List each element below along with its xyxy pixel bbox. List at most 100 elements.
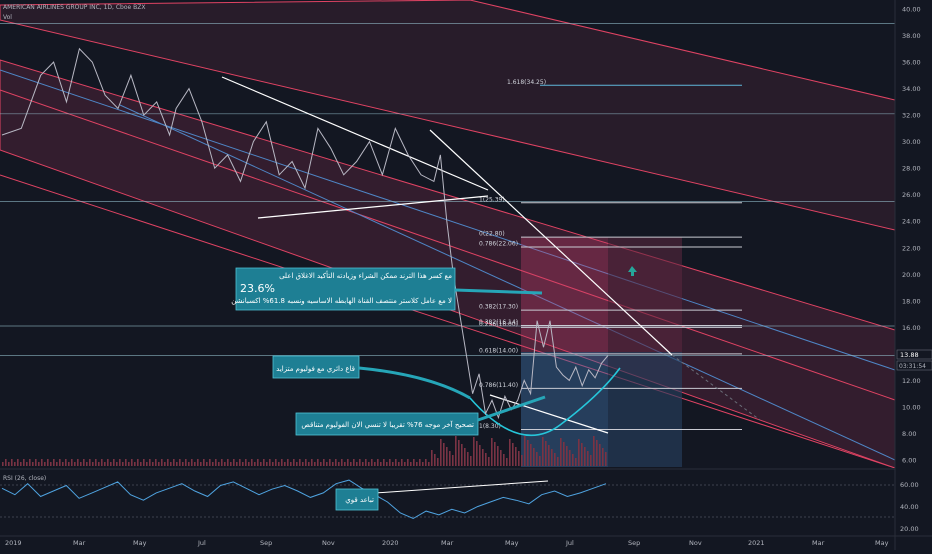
time-tick: May: [133, 539, 147, 547]
volume-bar: [5, 459, 7, 466]
volume-bar: [230, 462, 232, 466]
volume-bar: [299, 459, 301, 466]
price-pane[interactable]: [0, 0, 895, 468]
volume-bar: [173, 459, 175, 466]
volume-bar: [377, 459, 379, 466]
volume-bar: [338, 462, 340, 466]
volume-bar: [71, 459, 73, 466]
support-line[interactable]: [489, 394, 609, 434]
rounding-bottom-arc[interactable]: [469, 367, 621, 437]
annotation-rounding[interactable]: قاع دائري مع فوليوم متزايد: [272, 355, 471, 400]
volume-bar: [509, 439, 511, 466]
volume-bar: [182, 462, 184, 466]
volume-bar: [164, 462, 166, 466]
volume-bar: [491, 438, 493, 466]
volume-bar: [542, 437, 544, 466]
fib-label: 0.236(16.00): [479, 321, 518, 328]
time-tick: Mar: [441, 539, 454, 547]
volume-bar: [530, 444, 532, 466]
annotation-rsi[interactable]: تباعد قوي: [335, 488, 379, 511]
volume-bar: [593, 436, 595, 466]
volume-bar: [122, 462, 124, 466]
volume-bar: [434, 454, 436, 466]
channel-mid-red: [0, 89, 895, 401]
volume-bar: [86, 462, 88, 466]
volume-bar: [497, 446, 499, 466]
volume-bar: [380, 462, 382, 466]
volume-bar: [518, 451, 520, 466]
volume-bar: [56, 462, 58, 466]
price-tick: 36.00: [902, 59, 921, 67]
volume-bar: [32, 462, 34, 466]
volume-bar: [356, 462, 358, 466]
horizontal-levels: [0, 23, 895, 356]
time-tick: Sep: [260, 539, 272, 547]
price-tick: 18.00: [902, 297, 921, 305]
fib-label: 0(22.80): [479, 231, 505, 238]
rsi-pane[interactable]: [0, 470, 895, 536]
volume-bar: [83, 459, 85, 466]
volume-bar: [44, 462, 46, 466]
target-arrow-icon: [628, 266, 637, 276]
volume-bar: [602, 448, 604, 466]
time-tick: 2020: [382, 539, 399, 547]
volume-bar: [131, 459, 133, 466]
volume-bar: [452, 455, 454, 466]
volume-bar: [458, 440, 460, 466]
volume-bar: [383, 459, 385, 466]
triangle-bottom-line[interactable]: [257, 195, 489, 219]
volume-bar: [308, 462, 310, 466]
volume-bar: [242, 462, 244, 466]
volume-bar: [119, 459, 121, 466]
volume-bar: [482, 449, 484, 466]
triangle-top-line[interactable]: [221, 76, 489, 191]
volume-bar: [302, 462, 304, 466]
volume-bar: [95, 459, 97, 466]
volume-bar: [257, 459, 259, 466]
volume-bar: [533, 448, 535, 466]
volume-bar: [134, 462, 136, 466]
annotation-breakout-line3: لا مع عامل كلاستر منتصف القناة الهابطه ا…: [231, 297, 452, 305]
price-tick: 22.00: [902, 244, 921, 252]
price-tick: 28.00: [902, 165, 921, 173]
volume-bar: [245, 459, 247, 466]
volume-bar: [605, 452, 607, 466]
volume-bar: [506, 458, 508, 466]
price-series: [1, 47, 609, 420]
volume-bar: [485, 453, 487, 466]
volume-bar: [398, 462, 400, 466]
volume-bar: [557, 457, 559, 466]
volume-bar: [137, 459, 139, 466]
last-price: 13.88: [900, 351, 919, 359]
fib-blue-zone: [521, 352, 682, 467]
volume-bar: [512, 443, 514, 466]
volume-bar: [188, 462, 190, 466]
volume-bar: [368, 462, 370, 466]
price-tick: 40.00: [902, 6, 921, 14]
price-tick: 10.00: [902, 403, 921, 411]
volume-bar: [410, 462, 412, 466]
volume-bar: [440, 439, 442, 466]
annotation-breakout-line1: مع كسر هذا الترند ممكن الشراء وزيادته ال…: [279, 270, 452, 280]
volume-bar: [524, 436, 526, 466]
volume-label: Vol: [3, 14, 12, 21]
volume-bar: [344, 462, 346, 466]
regression-line-1: [0, 69, 895, 371]
volume-bar: [110, 462, 112, 466]
price-axis[interactable]: [895, 0, 932, 550]
annotation-volume[interactable]: تصحيح آخر موجه 76% تقريبا لا تنسي الان ا…: [295, 395, 546, 436]
volume-bar: [455, 436, 457, 466]
price-tick: 32.00: [902, 112, 921, 120]
downtrend-line[interactable]: [429, 129, 673, 356]
volume-bar: [116, 462, 118, 466]
volume-bar: [305, 459, 307, 466]
rsi-divergence-line[interactable]: [374, 480, 549, 494]
volume-bar: [374, 462, 376, 466]
volume-bar: [218, 462, 220, 466]
volume-bar: [275, 459, 277, 466]
annotation-breakout[interactable]: مع كسر هذا الترند ممكن الشراء وزيادته ال…: [231, 267, 543, 311]
volume-bar: [326, 462, 328, 466]
annotation-rsi-text: تباعد قوي: [345, 496, 374, 504]
